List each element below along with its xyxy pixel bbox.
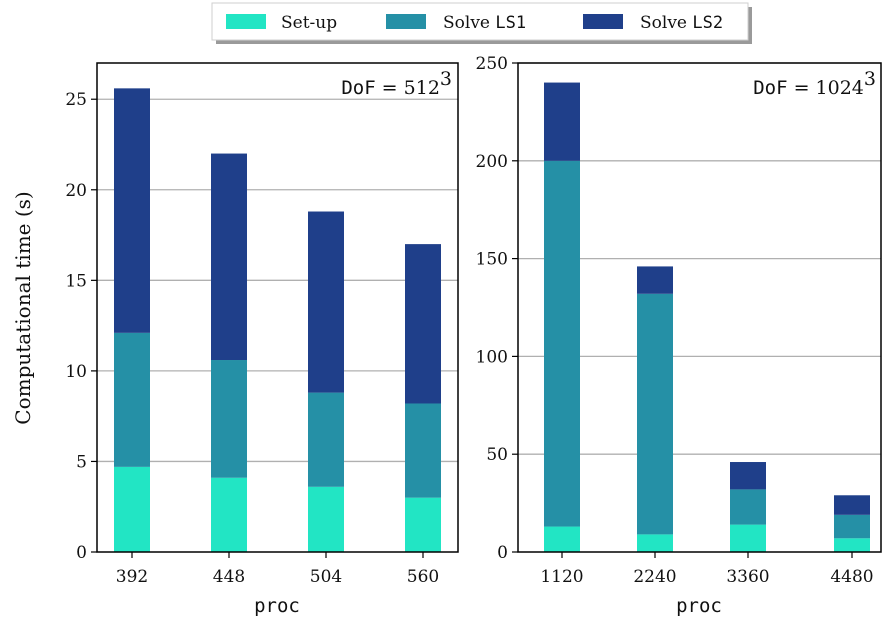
chart-right-x-axis-label: proc: [676, 595, 722, 617]
left-bar-392-series-3: [114, 88, 150, 333]
chart-left-grid: [97, 98, 458, 463]
left-bar-504-series-1: [308, 486, 344, 552]
left-y-tick-label-0: 0: [76, 543, 87, 563]
left-x-tick-label-560: 560: [407, 567, 439, 587]
legend-label-setup: Set-up: [281, 13, 337, 33]
chart-right: 0 50 100 150 200 250 1120 2240 3360 4480 proc Do…: [476, 54, 882, 617]
right-y-tick-label-250: 250: [476, 54, 508, 74]
right-bar-4480-series-2: [834, 514, 870, 539]
right-y-tick-label-150: 150: [476, 250, 508, 270]
right-bar-2240-series-1: [637, 534, 673, 552]
right-bar-1120-series-3: [544, 82, 580, 161]
legend: Set-up Solve LS1 Solve LS2: [211, 2, 752, 44]
left-y-tick-label-25: 25: [65, 90, 87, 110]
left-bar-392-series-2: [114, 332, 150, 467]
y-axis-label: Computational time (s): [11, 191, 35, 424]
chart-left-annotation: DoF = 5123: [341, 68, 452, 99]
left-y-tick-label-10: 10: [65, 362, 87, 382]
chart-left-frame: [96, 62, 459, 553]
chart-right-frame: [517, 62, 882, 553]
right-bar-1120-series-1: [544, 526, 580, 552]
right-bar-3360-series-1: [730, 524, 766, 552]
right-bar-2240-series-3: [637, 266, 673, 294]
right-y-tick-label-50: 50: [486, 445, 508, 465]
legend-label-ls1: Solve LS1: [443, 13, 526, 33]
legend-swatch-ls1: [386, 14, 426, 29]
legend-label-ls2: Solve LS2: [640, 13, 723, 33]
right-x-tick-label-4480: 4480: [830, 567, 873, 587]
chart-left-xticks: 392 448 504 560: [116, 552, 439, 587]
right-x-tick-label-1120: 1120: [540, 567, 583, 587]
chart-right-bars: [544, 82, 870, 552]
legend-swatch-setup: [226, 14, 266, 29]
right-y-tick-label-0: 0: [497, 543, 508, 563]
left-bar-448-series-2: [211, 360, 247, 478]
chart-left-yticks: 0 5 10 15 20 25: [65, 90, 97, 563]
right-x-tick-label-2240: 2240: [633, 567, 676, 587]
left-y-tick-label-15: 15: [65, 271, 87, 291]
right-y-tick-label-200: 200: [476, 152, 508, 172]
legend-box: [211, 2, 749, 41]
chart-left-x-axis-label: proc: [254, 595, 300, 617]
right-bar-2240-series-2: [637, 293, 673, 535]
right-bar-3360-series-3: [730, 462, 766, 490]
chart-right-yticks: 0 50 100 150 200 250: [476, 54, 518, 563]
left-bar-448-series-1: [211, 477, 247, 552]
left-bar-560-series-1: [405, 497, 441, 552]
left-bar-504-series-2: [308, 392, 344, 487]
left-x-tick-label-448: 448: [213, 567, 245, 587]
left-x-tick-label-392: 392: [116, 567, 148, 587]
left-bar-504-series-3: [308, 211, 344, 393]
right-x-tick-label-3360: 3360: [726, 567, 769, 587]
left-bar-392-series-1: [114, 466, 150, 552]
left-x-tick-label-504: 504: [310, 567, 342, 587]
left-bar-560-series-2: [405, 403, 441, 498]
legend-swatch-ls2: [583, 14, 623, 29]
right-bar-3360-series-2: [730, 489, 766, 525]
chart-right-xticks: 1120 2240 3360 4480: [540, 552, 874, 587]
left-y-tick-label-5: 5: [76, 452, 87, 472]
right-y-tick-label-100: 100: [476, 347, 508, 367]
chart-right-annotation: DoF = 10243: [753, 68, 876, 99]
right-bar-4480-series-1: [834, 538, 870, 552]
right-bar-1120-series-2: [544, 160, 580, 527]
right-bar-4480-series-3: [834, 495, 870, 515]
chart-left-bars: [114, 88, 441, 552]
chart-left: 0 5 10 15 20 25 392 448 504 560 proc DoF = 5123: [65, 62, 459, 617]
left-bar-560-series-3: [405, 244, 441, 404]
left-y-tick-label-20: 20: [65, 181, 87, 201]
left-bar-448-series-3: [211, 153, 247, 361]
